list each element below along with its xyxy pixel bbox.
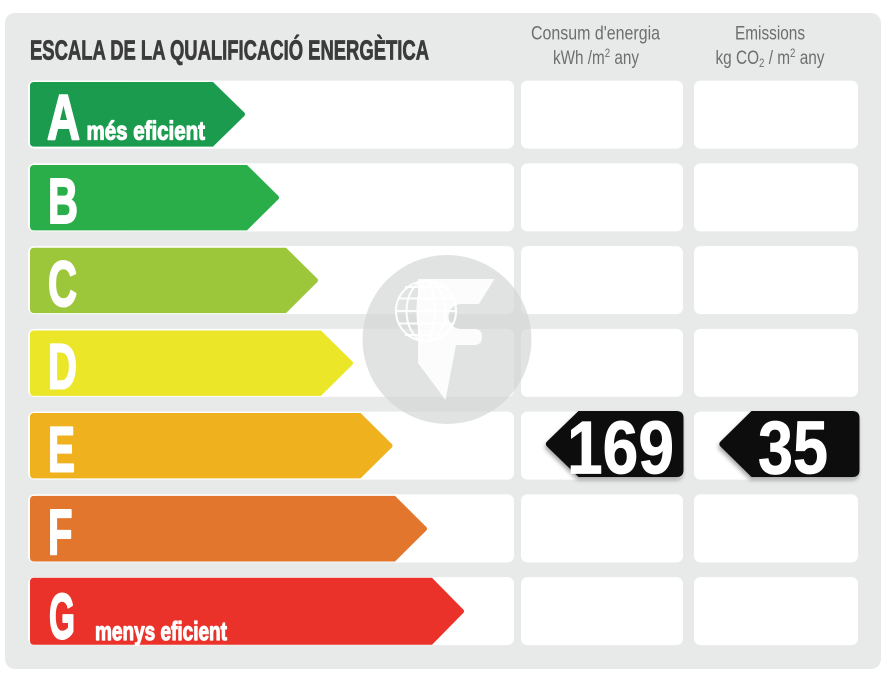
svg-text:kWh /m2 any: kWh /m2 any <box>553 46 639 69</box>
svg-text:ESCALA DE LA QUALIFICACIÓ ENER: ESCALA DE LA QUALIFICACIÓ ENERGÈTICA <box>30 35 429 66</box>
svg-text:E: E <box>48 413 75 485</box>
svg-text:Emissions: Emissions <box>735 23 805 45</box>
svg-text:D: D <box>48 331 77 403</box>
svg-text:kg CO2 / m2 any: kg CO2 / m2 any <box>716 46 825 70</box>
svg-text:F: F <box>48 496 73 568</box>
svg-text:A: A <box>47 82 80 154</box>
svg-text:menys eficient: menys eficient <box>95 616 227 646</box>
svg-text:35: 35 <box>758 406 828 490</box>
svg-text:169: 169 <box>567 406 674 490</box>
svg-text:més eficient: més eficient <box>87 116 206 146</box>
svg-text:Consum d'energia: Consum d'energia <box>531 23 660 45</box>
svg-text:C: C <box>48 248 77 320</box>
svg-text:G: G <box>49 581 75 653</box>
svg-text:B: B <box>48 165 78 237</box>
